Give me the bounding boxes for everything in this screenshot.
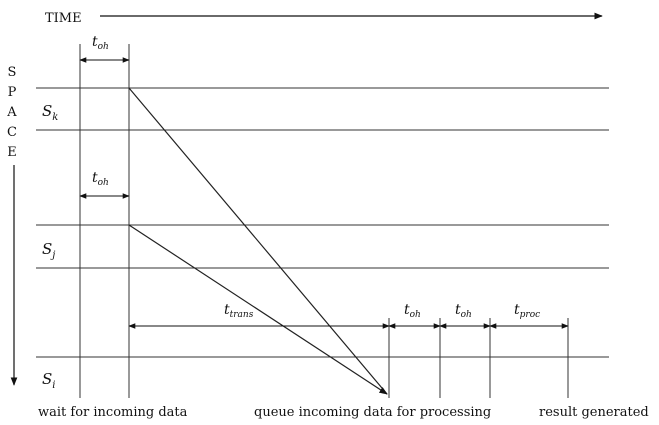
message-line-from-k xyxy=(128,87,388,395)
ttrans-label: ttrans xyxy=(224,302,254,320)
toh-right1-label: toh xyxy=(404,302,421,320)
caption-result: result generated xyxy=(539,405,649,420)
space-letter-p: P xyxy=(8,85,17,100)
station-label-i: Si xyxy=(42,370,55,391)
time-axis-label: TIME xyxy=(45,11,82,26)
space-letter-e: E xyxy=(7,145,17,160)
toh-right2-label: toh xyxy=(455,302,472,320)
message-line-from-j xyxy=(128,224,388,395)
space-letter-a: A xyxy=(6,105,17,120)
caption-queue: queue incoming data for processing xyxy=(254,405,491,420)
space-letter-s: S xyxy=(8,65,17,80)
station-label-k: Sk xyxy=(42,102,58,123)
toh-top-label: toh xyxy=(92,34,109,52)
caption-wait: wait for incoming data xyxy=(38,405,188,420)
toh-mid-label: toh xyxy=(92,170,109,188)
space-letter-c: C xyxy=(7,125,17,140)
tproc-label: tproc xyxy=(514,302,540,320)
station-label-j: Sj xyxy=(42,240,55,261)
